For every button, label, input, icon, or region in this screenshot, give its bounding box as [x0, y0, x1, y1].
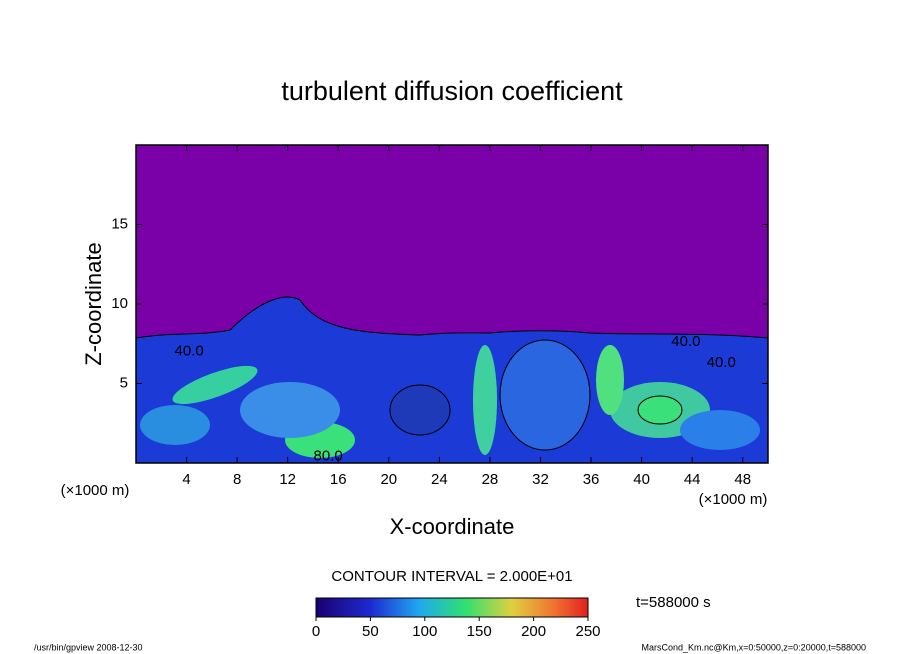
footer-left: /usr/bin/gpview 2008-12-30: [34, 642, 143, 652]
colorbar-tick-label: 0: [312, 623, 320, 640]
colorbar-tick-label: 100: [412, 623, 437, 640]
x-tick-label: 28: [482, 471, 499, 488]
field: [136, 145, 768, 463]
x-axis-title: X-coordinate: [390, 514, 515, 539]
field-feature: [172, 365, 258, 405]
field-feature: [499, 339, 591, 451]
field-feature: [596, 345, 624, 415]
x-tick-label: 36: [583, 471, 600, 488]
x-tick-label: 44: [684, 471, 701, 488]
y-tick-label: 15: [111, 215, 128, 232]
x-tick-label: 16: [330, 471, 347, 488]
time-label: t=588000 s: [636, 594, 711, 611]
x-tick-label: 40: [633, 471, 650, 488]
contour-label: 40.0: [707, 354, 736, 371]
field-feature: [473, 345, 497, 455]
contour-label: 80.0: [314, 448, 343, 465]
contour-interval: CONTOUR INTERVAL = 2.000E+01: [331, 568, 572, 585]
field-feature: [389, 384, 451, 436]
x-tick-label: 32: [532, 471, 549, 488]
x-tick-label: 48: [734, 471, 751, 488]
colorbar-tick-label: 150: [467, 623, 492, 640]
colorbar-tick-label: 250: [575, 623, 600, 640]
colorbar: [315, 597, 589, 618]
contour-label: 40.0: [671, 333, 700, 350]
colorbar-tick-label: 50: [362, 623, 379, 640]
field-feature: [140, 405, 210, 445]
field-feature: [637, 395, 683, 425]
field-feature: [680, 410, 760, 450]
chart-title: turbulent diffusion coefficient: [281, 76, 623, 106]
x-tick-label: 4: [182, 471, 190, 488]
y-tick-label: 5: [120, 374, 128, 391]
x-unit-label: (×1000 m): [699, 491, 768, 508]
colorbar-tick-label: 200: [521, 623, 546, 640]
field-feature: [240, 382, 340, 438]
contour-label: 40.0: [174, 343, 203, 360]
y-tick-label: 10: [111, 295, 128, 312]
x-unit-label: (×1000 m): [61, 482, 130, 499]
footer-right: MarsCond_Km.nc@Km,x=0:50000,z=0:20000,t=…: [641, 642, 866, 652]
x-tick-label: 12: [279, 471, 296, 488]
x-tick-label: 20: [380, 471, 397, 488]
x-tick-label: 8: [233, 471, 241, 488]
x-tick-label: 24: [431, 471, 448, 488]
y-axis-title: Z-coordinate: [81, 242, 106, 366]
